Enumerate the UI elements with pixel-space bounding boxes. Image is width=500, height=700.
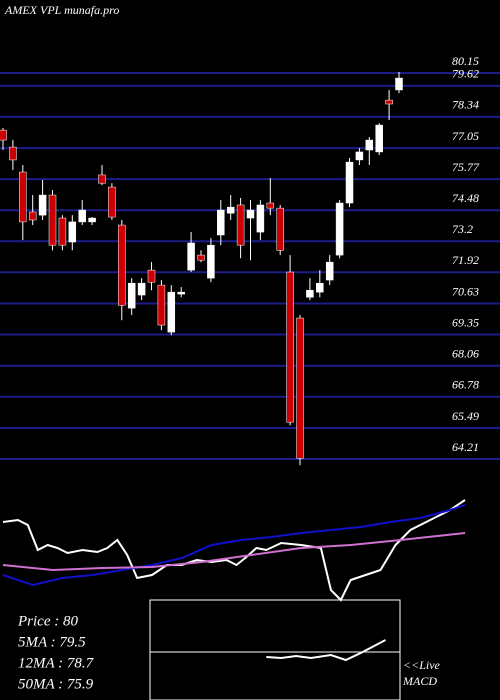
candle-body (395, 77, 403, 91)
y-tick-label: 65.49 (452, 409, 479, 423)
macd-box (149, 599, 401, 700)
candle-body (0, 129, 7, 141)
candle-body (355, 151, 364, 161)
y-tick-label: 68.06 (452, 347, 479, 361)
candle-body (177, 291, 185, 295)
info-line: 12MA : 78.7 (18, 655, 95, 671)
candle-body (296, 317, 304, 459)
candle-body (226, 206, 235, 214)
y-tick-label: 74.48 (452, 191, 479, 205)
y-tick-label: 80.15 (452, 54, 479, 68)
candle-body (345, 161, 354, 204)
candle-body (236, 204, 245, 246)
macd-label-line: <<Live (403, 658, 441, 672)
candle-body (9, 146, 17, 161)
candle-body (365, 139, 374, 151)
candle-body (246, 209, 255, 219)
y-tick-label: 66.78 (452, 378, 479, 392)
candle-body (335, 202, 344, 256)
candle-body (187, 242, 195, 271)
y-tick-label: 73.2 (452, 222, 473, 236)
info-line: 5MA : 79.5 (18, 634, 86, 650)
candle-body (276, 207, 284, 251)
candle-body (68, 221, 77, 243)
candle-body (58, 217, 67, 246)
y-tick-label: 64.21 (452, 440, 479, 454)
candle-body (207, 244, 215, 279)
indicator-line (2, 499, 466, 602)
candle-body (217, 209, 225, 236)
y-tick-label: 77.05 (452, 129, 479, 143)
candle-body (98, 174, 106, 184)
candle-body (197, 254, 205, 261)
candle-body (167, 291, 176, 333)
candle-body (48, 194, 57, 246)
indicator-line (2, 532, 466, 572)
candle-body (375, 124, 383, 153)
y-tick-label: 75.77 (452, 160, 480, 174)
chart-title: AMEX VPL munafa.pro (4, 3, 119, 17)
y-tick-label: 70.63 (452, 284, 479, 298)
candle-body (256, 204, 265, 233)
candle-body (147, 269, 156, 283)
candle-body (78, 209, 86, 223)
y-tick-label: 69.35 (452, 315, 479, 329)
candle-body (316, 282, 324, 293)
candle-body (19, 171, 27, 223)
candle-body (286, 271, 294, 423)
candle-body (325, 261, 334, 281)
candle-body (118, 224, 126, 306)
candle-body (137, 282, 146, 296)
candle-body (306, 289, 314, 298)
y-tick-label: 79.62 (452, 67, 479, 81)
indicator-line (2, 504, 466, 587)
y-tick-label: 78.34 (452, 98, 479, 112)
macd-label-line: MACD (402, 674, 437, 688)
candle-body (28, 211, 37, 221)
candle-body (38, 194, 47, 216)
info-line: 50MA : 75.9 (18, 676, 94, 692)
info-line: Price : 80 (17, 613, 78, 629)
candle-body (157, 284, 166, 326)
indicator-line (266, 639, 386, 662)
macd-label: <<Live MACD (402, 658, 441, 688)
candle-body (108, 186, 116, 218)
y-tick-label: 71.92 (452, 253, 479, 267)
candle-body (385, 99, 393, 105)
candle-body (127, 282, 136, 309)
candle-body (266, 202, 275, 209)
candle-body (88, 217, 96, 223)
